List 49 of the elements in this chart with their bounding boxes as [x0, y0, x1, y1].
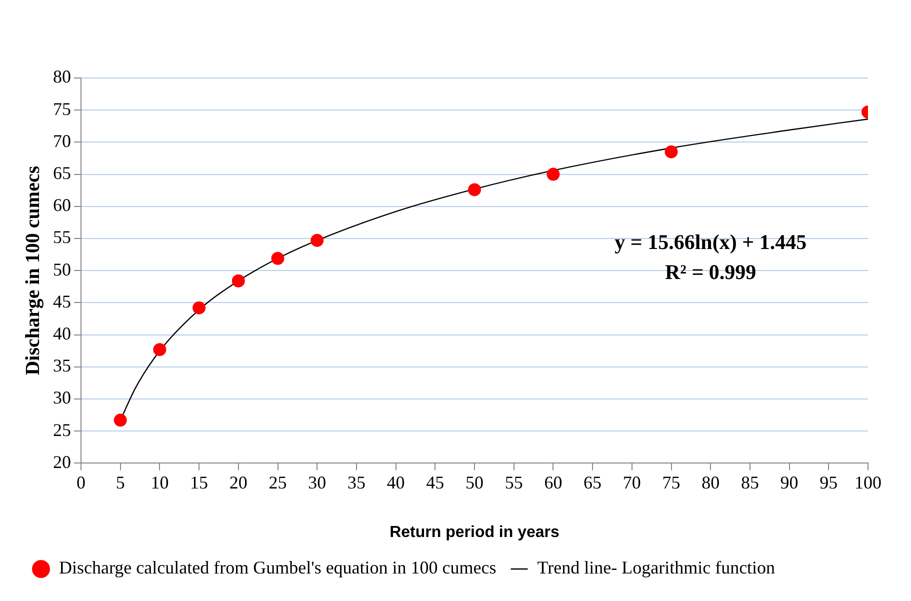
x-tick-label: 80: [702, 472, 720, 493]
y-axis-title: Discharge in 100 cumecs: [22, 166, 44, 376]
y-tick-label: 55: [53, 227, 71, 248]
y-tick-label: 30: [53, 388, 71, 408]
point: [114, 414, 127, 427]
y-tick-label: 40: [53, 324, 71, 344]
x-tick-label: 20: [229, 472, 248, 493]
x-tick-label: 0: [76, 472, 86, 493]
point: [664, 145, 678, 158]
point: [192, 301, 206, 314]
x-tick-label: 5: [116, 472, 125, 493]
y-tick-label: 75: [53, 98, 71, 119]
point: [153, 343, 166, 356]
x-tick-label: 40: [386, 472, 405, 493]
x-tick-label: 75: [662, 472, 680, 493]
x-tick-label: 95: [820, 472, 838, 493]
x-tick-label: 25: [268, 472, 287, 493]
x-tick-label: 100: [854, 472, 882, 493]
legend-label: Discharge calculated from Gumbel's equation in 100 cumecs: [59, 558, 496, 578]
y-tick-label: 50: [53, 259, 71, 280]
x-tick-label: 60: [544, 472, 562, 493]
point: [546, 168, 560, 181]
annotation: y = 15.66ln(x) + 1.445: [614, 230, 807, 254]
annotation: R² = 0.999: [665, 260, 756, 284]
x-tick-label: 55: [504, 472, 523, 493]
point: [232, 274, 245, 288]
y-tick-label: 80: [53, 66, 71, 87]
x-tick-label: 30: [308, 472, 326, 493]
y-tick-label: 65: [53, 163, 71, 184]
legend-label: Trend line- Logarithmic function: [537, 558, 776, 578]
point: [468, 183, 481, 196]
y-tick-label: 25: [53, 420, 71, 440]
x-axis-title: Return period in years: [390, 524, 560, 541]
y-tick-label: 45: [53, 291, 71, 312]
x-tick-label: 65: [584, 472, 602, 493]
y-tick-label: 70: [53, 130, 71, 151]
x-tick-label: 50: [466, 472, 484, 493]
x-tick-label: 45: [426, 472, 444, 493]
y-tick-label: 35: [53, 356, 71, 376]
y-tick-label: 60: [53, 195, 71, 216]
x-tick-label: 85: [740, 472, 759, 493]
point: [310, 234, 324, 247]
x-tick-label: 15: [190, 472, 208, 493]
point: [271, 252, 284, 265]
x-tick-label: 90: [780, 472, 798, 493]
y-tick-label: 20: [53, 452, 71, 472]
x-tick-label: 70: [622, 472, 641, 493]
x-tick-label: 10: [150, 472, 169, 493]
x-tick-label: 35: [347, 472, 366, 493]
